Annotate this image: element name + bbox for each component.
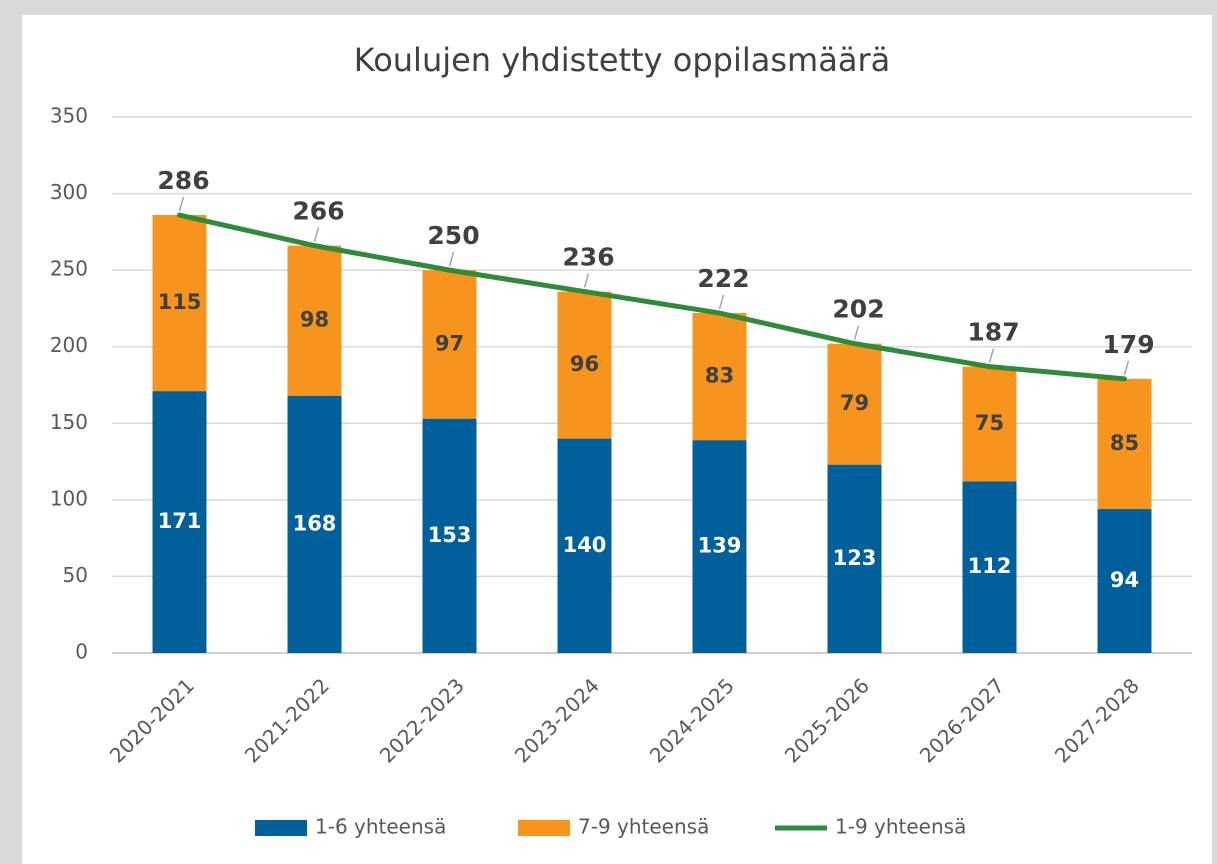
- data-label: 168: [293, 511, 337, 535]
- data-label: 140: [563, 533, 607, 557]
- legend-label: 1-9 yhteensä: [835, 815, 966, 839]
- y-tick-label: 100: [50, 486, 88, 510]
- bar-segment: [1097, 509, 1152, 653]
- y-tick-label: 350: [50, 104, 88, 128]
- leader-line: [178, 196, 185, 212]
- data-label: 96: [570, 352, 599, 376]
- legend-swatch: [255, 820, 307, 836]
- data-label: 85: [1110, 431, 1139, 455]
- bar-segment: [287, 395, 342, 653]
- bar-segment: [827, 343, 882, 465]
- data-label: 123: [833, 546, 877, 570]
- bar-segment: [287, 245, 342, 396]
- data-label: 112: [968, 554, 1012, 578]
- data-label: 97: [435, 331, 464, 355]
- bar-segment: [827, 464, 882, 653]
- line-data-label: 250: [427, 221, 479, 250]
- line-data-label: 286: [157, 166, 209, 195]
- data-label: 75: [975, 411, 1004, 435]
- leader-line: [313, 227, 320, 242]
- leader-line: [1123, 360, 1130, 376]
- y-tick-label: 250: [50, 257, 88, 281]
- bar-segment: [692, 313, 747, 441]
- y-tick-label: 150: [50, 410, 88, 434]
- line-data-label: 179: [1102, 330, 1154, 359]
- bar-segment: [422, 418, 477, 653]
- data-label: 153: [428, 523, 472, 547]
- line-data-label: 187: [967, 318, 1019, 347]
- legend-label: 1-6 yhteensä: [315, 815, 446, 839]
- bar-segment: [962, 366, 1017, 482]
- line-data-label: 222: [697, 264, 749, 293]
- leader-line: [988, 348, 995, 363]
- data-label: 94: [1110, 568, 1139, 592]
- data-label: 139: [698, 534, 742, 558]
- leader-line: [718, 294, 725, 310]
- data-label: 115: [158, 290, 202, 314]
- leader-line: [583, 273, 590, 288]
- y-tick-label: 0: [75, 640, 88, 664]
- bar-segment: [692, 440, 747, 653]
- legend-label: 7-9 yhteensä: [578, 815, 709, 839]
- line-data-label: 202: [832, 295, 884, 324]
- bar-segment: [1097, 378, 1152, 510]
- line-data-label: 266: [292, 197, 344, 226]
- chart-title: Koulujen yhdistetty oppilasmäärä: [354, 41, 890, 79]
- bar-segment: [557, 291, 612, 439]
- legend-swatch: [518, 820, 570, 836]
- bar-segment: [152, 391, 207, 653]
- bar-segment: [557, 438, 612, 653]
- y-tick-label: 200: [50, 333, 88, 357]
- data-label: 83: [705, 364, 734, 388]
- data-label: 171: [158, 509, 202, 533]
- line-data-label: 236: [562, 243, 614, 272]
- y-tick-label: 50: [63, 563, 88, 587]
- bar-segment: [422, 270, 477, 419]
- bar-segment: [962, 481, 1017, 653]
- line-series: [177, 212, 1127, 382]
- leader-line: [853, 325, 860, 340]
- leader-line: [448, 251, 455, 267]
- y-tick-label: 300: [50, 180, 88, 204]
- bar-segment: [152, 215, 207, 392]
- data-label: 98: [300, 308, 329, 332]
- data-label: 79: [840, 391, 869, 415]
